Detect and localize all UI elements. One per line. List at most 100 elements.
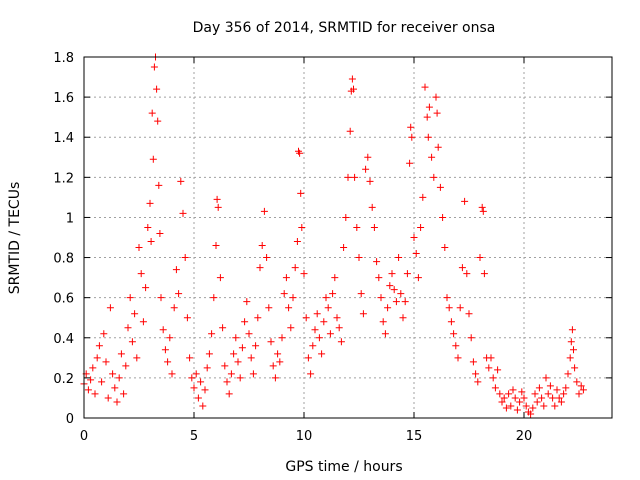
data-point [531,390,539,398]
data-point [388,270,396,278]
data-point [502,404,510,412]
data-point [386,282,394,290]
data-point [487,354,495,362]
data-point [147,238,155,246]
data-point [98,378,106,386]
data-point [287,324,295,332]
data-point [340,244,348,252]
data-point [384,304,392,312]
data-point [256,264,264,272]
x-tick-label: 10 [296,429,313,444]
data-point [188,374,196,382]
data-point [221,362,229,370]
data-point [520,394,528,402]
data-point [329,290,337,298]
data-point [577,382,585,390]
grid-lines [84,57,612,418]
data-point [423,113,431,121]
data-point [399,314,407,322]
data-point [111,384,119,392]
data-point [551,402,559,410]
data-point [300,270,308,278]
data-point [549,394,557,402]
x-tick-label: 15 [406,429,423,444]
data-point [450,330,458,338]
data-point [373,258,381,266]
data-point [562,384,570,392]
data-point [564,370,572,378]
data-point [560,390,568,398]
data-point [428,153,436,161]
data-point [579,386,587,394]
data-point [364,153,372,161]
data-point [159,326,167,334]
data-point [540,402,548,410]
data-point [417,223,425,231]
data-point [223,378,231,386]
data-point [274,350,282,358]
y-tick-label: 1.4 [53,131,74,146]
data-point [359,310,367,318]
data-point [124,324,132,332]
data-point [186,354,194,362]
y-tick-label: 0 [66,412,74,427]
data-point [516,398,524,406]
data-point [258,242,266,250]
data-point [555,394,563,402]
data-point [203,364,211,372]
data-point [263,254,271,262]
data-point [392,298,400,306]
data-point [424,133,432,141]
data-point [95,342,103,350]
data-point [315,334,323,342]
data-point [212,242,220,250]
data-point [307,370,315,378]
data-point [535,384,543,392]
data-point [337,338,345,346]
data-point [500,394,508,402]
data-point [344,173,352,181]
plot-frame [83,56,613,419]
data-point [247,354,255,362]
data-point [542,374,550,382]
data-point [155,181,163,189]
data-point [280,290,288,298]
data-point [164,358,172,366]
data-point [348,75,356,83]
data-point [254,314,262,322]
x-tick-label: 5 [190,429,198,444]
y-tick-label: 0.6 [53,292,74,307]
data-point [289,294,297,302]
data-point [507,402,515,410]
data-point [370,223,378,231]
data-point [335,324,343,332]
data-point [238,344,246,352]
data-point [291,264,299,272]
data-point [249,370,257,378]
data-point [322,294,330,302]
data-point [414,274,422,282]
data-point [573,378,581,386]
data-point [331,274,339,282]
data-point [472,370,480,378]
x-axis-label: GPS time / hours [285,459,402,475]
data-point [120,390,128,398]
y-axis-label: SRMTID / TECUs [7,182,23,295]
data-point [131,310,139,318]
data-point [320,318,328,326]
data-point [146,199,154,207]
data-point [439,213,447,221]
data-point [445,304,453,312]
data-point [269,362,277,370]
data-point [463,270,471,278]
data-point [546,382,554,390]
data-point [106,304,114,312]
data-point [115,374,123,382]
data-point [447,318,455,326]
data-point [538,394,546,402]
data-point [381,330,389,338]
y-tick-label: 0.2 [53,372,74,387]
data-point [137,270,145,278]
